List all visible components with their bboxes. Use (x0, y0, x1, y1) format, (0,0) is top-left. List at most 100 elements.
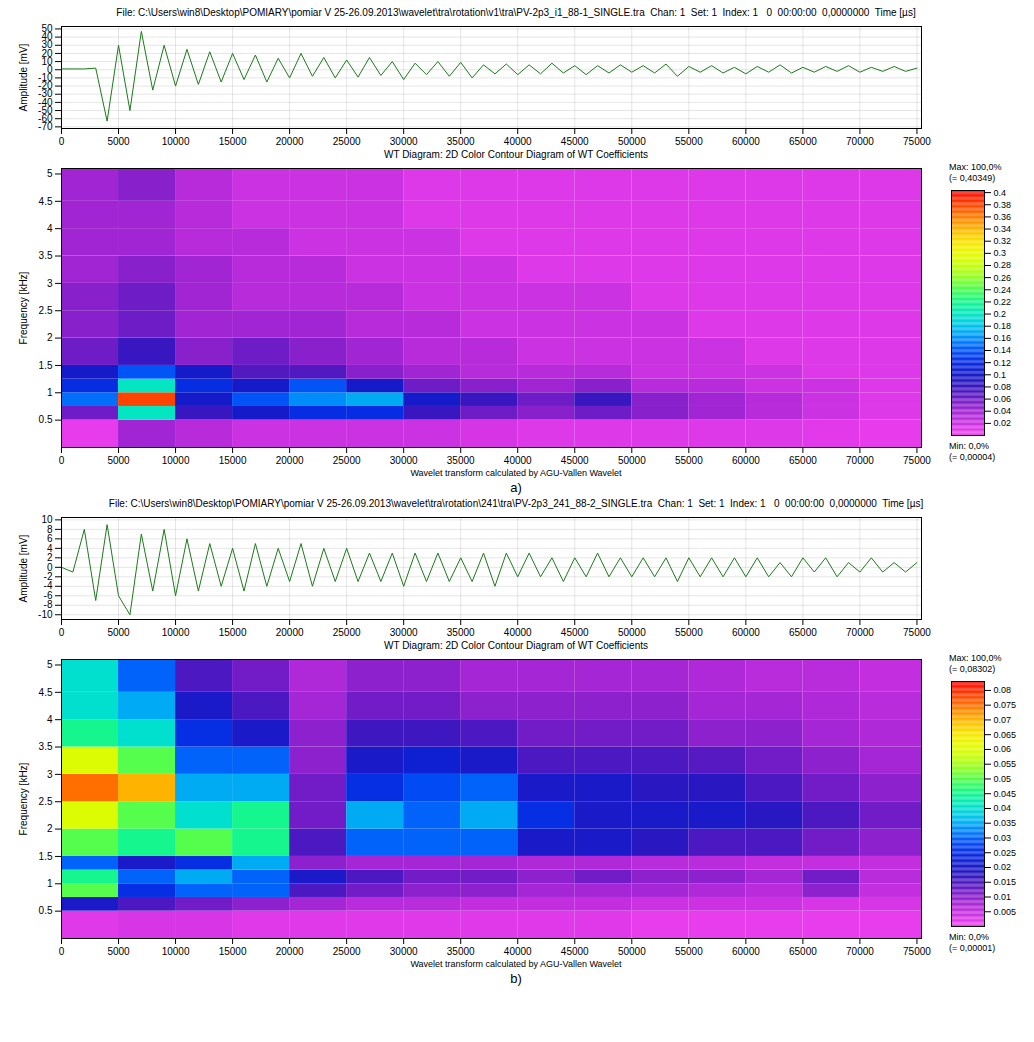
svg-text:10000: 10000 (162, 136, 190, 147)
svg-text:0.5: 0.5 (39, 414, 53, 425)
svg-text:2: 2 (47, 332, 53, 343)
svg-text:-6: -6 (44, 590, 53, 601)
svg-text:55000: 55000 (675, 627, 703, 638)
svg-text:0.005: 0.005 (994, 907, 1017, 917)
svg-text:0.065: 0.065 (994, 730, 1017, 740)
svg-text:20000: 20000 (276, 455, 304, 466)
svg-text:50000: 50000 (618, 627, 646, 638)
svg-text:1: 1 (47, 878, 53, 889)
svg-text:60000: 60000 (732, 136, 760, 147)
svg-text:4: 4 (47, 714, 53, 725)
svg-text:15000: 15000 (219, 455, 247, 466)
svg-text:65000: 65000 (789, 455, 817, 466)
svg-text:0.16: 0.16 (994, 333, 1012, 343)
svg-text:2: 2 (47, 552, 53, 563)
svg-text:5: 5 (47, 168, 53, 179)
svg-text:8: 8 (47, 524, 53, 535)
svg-text:25000: 25000 (333, 627, 361, 638)
svg-text:3.5: 3.5 (39, 741, 53, 752)
svg-text:20000: 20000 (276, 946, 304, 957)
svg-text:20000: 20000 (276, 627, 304, 638)
svg-text:40000: 40000 (504, 946, 532, 957)
svg-text:65000: 65000 (789, 627, 817, 638)
svg-text:45000: 45000 (561, 946, 589, 957)
svg-text:0.22: 0.22 (994, 297, 1012, 307)
svg-text:50: 50 (41, 23, 53, 34)
svg-text:5000: 5000 (107, 455, 130, 466)
svg-text:5000: 5000 (107, 946, 130, 957)
svg-text:4: 4 (47, 543, 53, 554)
svg-text:1: 1 (47, 387, 53, 398)
svg-text:65000: 65000 (789, 136, 817, 147)
svg-text:0.24: 0.24 (994, 285, 1012, 295)
svg-text:55000: 55000 (675, 136, 703, 147)
svg-text:0.055: 0.055 (994, 759, 1017, 769)
svg-text:25000: 25000 (333, 946, 361, 957)
svg-text:4.5: 4.5 (39, 687, 53, 698)
svg-text:3.5: 3.5 (39, 250, 53, 261)
svg-text:50000: 50000 (618, 136, 646, 147)
svg-text:30000: 30000 (390, 136, 418, 147)
svg-text:3: 3 (47, 769, 53, 780)
svg-text:2: 2 (47, 823, 53, 834)
svg-text:75000: 75000 (903, 136, 931, 147)
svg-text:40000: 40000 (504, 455, 532, 466)
svg-text:60000: 60000 (732, 455, 760, 466)
svg-text:6: 6 (47, 533, 53, 544)
svg-text:0.05: 0.05 (994, 774, 1012, 784)
svg-text:70000: 70000 (846, 455, 874, 466)
svg-text:35000: 35000 (447, 627, 475, 638)
svg-text:30000: 30000 (390, 627, 418, 638)
svg-text:0.04: 0.04 (994, 803, 1012, 813)
svg-text:5: 5 (47, 659, 53, 670)
svg-text:0.02: 0.02 (994, 862, 1012, 872)
svg-text:0.03: 0.03 (994, 833, 1012, 843)
svg-text:0.26: 0.26 (994, 273, 1012, 283)
svg-text:55000: 55000 (675, 946, 703, 957)
svg-text:0: 0 (59, 455, 65, 466)
svg-text:70000: 70000 (846, 627, 874, 638)
svg-text:0: 0 (47, 562, 53, 573)
svg-text:45000: 45000 (561, 455, 589, 466)
svg-text:10: 10 (41, 514, 53, 525)
svg-text:30000: 30000 (390, 946, 418, 957)
svg-text:0.04: 0.04 (994, 406, 1012, 416)
svg-text:Frequency [kHz]: Frequency [kHz] (18, 762, 29, 835)
svg-text:10000: 10000 (162, 627, 190, 638)
svg-text:Amplitude [mV]: Amplitude [mV] (18, 43, 29, 111)
svg-text:5000: 5000 (107, 627, 130, 638)
svg-text:40000: 40000 (504, 627, 532, 638)
svg-text:30000: 30000 (390, 455, 418, 466)
svg-text:0.025: 0.025 (994, 848, 1017, 858)
svg-text:1.5: 1.5 (39, 360, 53, 371)
svg-text:0.18: 0.18 (994, 321, 1012, 331)
svg-text:70000: 70000 (846, 946, 874, 957)
svg-text:10000: 10000 (162, 455, 190, 466)
svg-text:75000: 75000 (903, 627, 931, 638)
svg-text:0.02: 0.02 (994, 418, 1012, 428)
svg-text:0.34: 0.34 (994, 224, 1012, 234)
svg-text:35000: 35000 (447, 946, 475, 957)
svg-text:25000: 25000 (333, 455, 361, 466)
svg-text:40000: 40000 (504, 136, 532, 147)
svg-text:-10: -10 (38, 609, 53, 620)
svg-text:0.08: 0.08 (994, 685, 1012, 695)
svg-text:0.28: 0.28 (994, 260, 1012, 270)
svg-text:0.015: 0.015 (994, 877, 1017, 887)
svg-text:0.4: 0.4 (994, 187, 1007, 197)
svg-text:75000: 75000 (903, 455, 931, 466)
svg-text:15000: 15000 (219, 136, 247, 147)
svg-text:35000: 35000 (447, 455, 475, 466)
svg-text:60000: 60000 (732, 946, 760, 957)
svg-text:0.07: 0.07 (994, 715, 1012, 725)
svg-text:45000: 45000 (561, 136, 589, 147)
svg-text:25000: 25000 (333, 136, 361, 147)
svg-text:0.32: 0.32 (994, 236, 1012, 246)
svg-text:Frequency [kHz]: Frequency [kHz] (18, 271, 29, 344)
svg-text:0: 0 (59, 627, 65, 638)
svg-text:0.01: 0.01 (994, 892, 1012, 902)
svg-text:0.3: 0.3 (994, 248, 1007, 258)
svg-text:3: 3 (47, 278, 53, 289)
svg-text:75000: 75000 (903, 946, 931, 957)
svg-text:50000: 50000 (618, 946, 646, 957)
